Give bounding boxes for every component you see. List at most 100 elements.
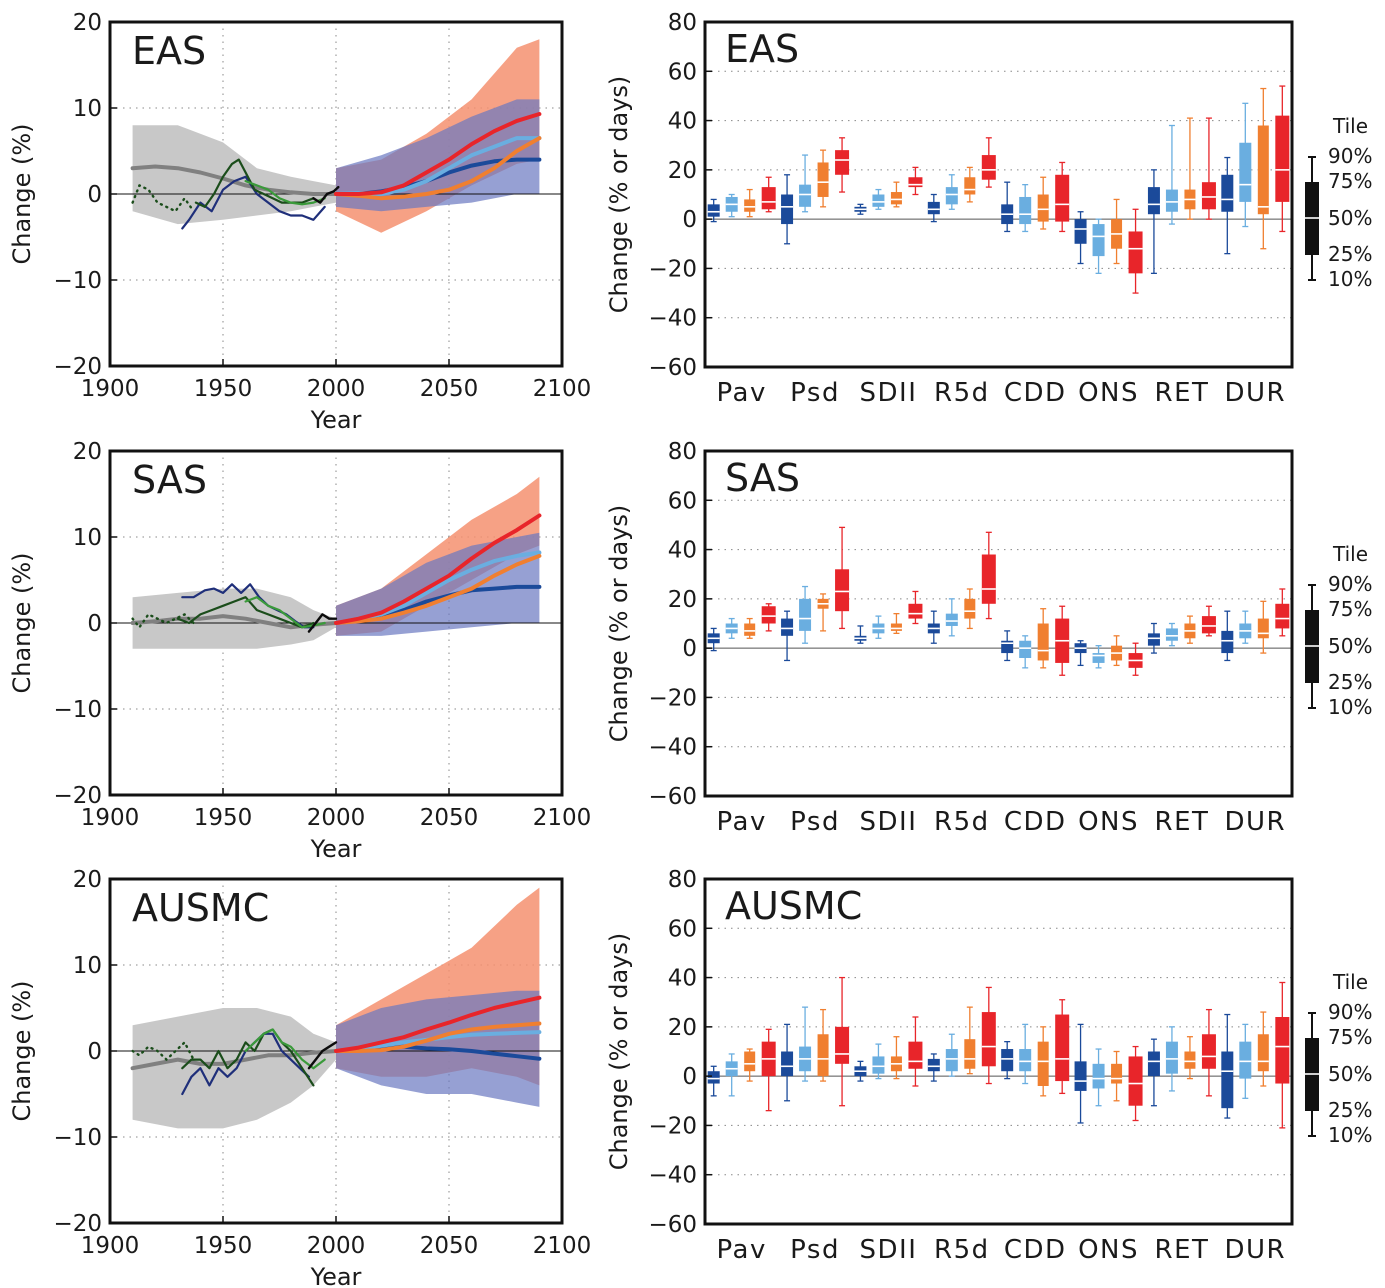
y-tick-label: 80: [668, 439, 697, 465]
rcp60-line: [334, 136, 542, 201]
box-body: [1165, 628, 1178, 641]
y-tick-label: −10: [53, 697, 102, 723]
panel-title: SAS: [725, 456, 800, 500]
legend-label: 75%: [1328, 597, 1372, 621]
box-body: [981, 1012, 996, 1067]
box-ons-rcp26: [1074, 1023, 1087, 1124]
rcp85-line: [334, 112, 542, 196]
box-psd-rcp85: [835, 976, 850, 1107]
box-sdii-rcp45: [872, 615, 885, 639]
box-pav-rcp60: [744, 188, 756, 218]
box-ons-rcp85: [1128, 642, 1143, 676]
box-dur-rcp26: [1221, 610, 1234, 662]
plot-area: [110, 879, 562, 1223]
box-body: [799, 598, 812, 631]
x-tick-label: 2050: [420, 805, 479, 831]
box-pav-rcp26: [707, 198, 720, 223]
box-ret-rcp60: [1184, 1036, 1196, 1080]
plot-frame: [703, 449, 1294, 798]
y-axis-label: Change (% or days): [605, 933, 633, 1171]
panel-title: EAS: [725, 27, 799, 71]
y-axis-label: Change (% or days): [605, 76, 633, 314]
box-cdd-rcp45: [1019, 183, 1032, 233]
box-psd-rcp85: [835, 526, 850, 630]
box-dur-rcp26: [1221, 1013, 1234, 1119]
box-ons-rcp60: [1111, 198, 1123, 265]
box-body: [890, 623, 902, 631]
box-dur-rcp85: [1275, 85, 1290, 233]
box-psd-rcp85: [835, 137, 850, 193]
line-panel-sas: 1900 1950 2000 2050 2100 20 10 0 −10 −20 Year Chang…: [8, 439, 591, 863]
obs-recent-line: [307, 613, 338, 633]
box-cdd-rcp26: [1001, 181, 1014, 233]
x-tick-label: 1900: [81, 1233, 140, 1259]
box-dur-rcp45: [1239, 1023, 1252, 1099]
box-ons-rcp45: [1092, 1048, 1105, 1107]
obs-cru-line: [176, 596, 315, 629]
box-ons-rcp60: [1111, 635, 1123, 667]
rcp60-line: [334, 553, 542, 625]
y-axis-label: Change (% or days): [605, 505, 633, 743]
obs-other-line: [244, 180, 326, 206]
x-tick-label: 1950: [194, 1233, 253, 1259]
category-label: R5d: [934, 807, 990, 837]
box-pav-rcp45: [725, 617, 738, 639]
box-body: [1239, 142, 1252, 202]
box-ret-rcp26: [1147, 1038, 1160, 1107]
box-psd-rcp45: [799, 1006, 812, 1082]
y-tick-label: 0: [87, 1039, 102, 1065]
box-r5d-rcp45: [945, 174, 958, 210]
box-r5d-rcp85: [981, 137, 996, 188]
y-tick-label: 80: [668, 867, 697, 893]
box-ret-rcp45: [1165, 622, 1178, 647]
box-ons-rcp26: [1074, 640, 1087, 667]
box-ret-rcp85: [1201, 1008, 1216, 1097]
box-body: [927, 201, 940, 215]
category-label: R5d: [934, 1235, 990, 1265]
box-dur-rcp45: [1239, 102, 1252, 228]
obs-other-line: [244, 596, 326, 629]
box-ons-rcp60: [1111, 1050, 1123, 1102]
box-cdd-rcp45: [1019, 635, 1032, 669]
y-tick-label: −60: [648, 784, 697, 810]
x-axis-label: Year: [310, 1263, 362, 1288]
box-r5d-rcp85: [981, 531, 996, 620]
box-body: [1221, 174, 1234, 212]
x-tick-label: 2050: [420, 1233, 479, 1259]
box-body: [1257, 125, 1269, 215]
box-body: [1092, 224, 1105, 257]
y-tick-label: 20: [73, 867, 102, 893]
y-tick-label: 60: [668, 916, 697, 942]
historical-range-band: [132, 125, 336, 225]
box-sdii-rcp45: [872, 1043, 885, 1080]
y-tick-label: −20: [648, 1113, 697, 1139]
legend-label: 90%: [1328, 144, 1372, 168]
y-tick-label: −20: [53, 354, 102, 380]
x-tick-label: 2050: [420, 376, 479, 402]
category-label: SDII: [860, 378, 918, 408]
box-pav-rcp85: [761, 1028, 776, 1112]
box-body: [1111, 1063, 1123, 1084]
box-sdii-rcp85: [908, 1016, 923, 1087]
box-body: [761, 606, 776, 624]
y-tick-label: −20: [648, 685, 697, 711]
box-body: [744, 1051, 756, 1072]
box-ret-rcp60: [1184, 615, 1196, 644]
box-ret-rcp85: [1201, 117, 1216, 220]
category-label: DUR: [1225, 378, 1287, 408]
y-axis-label: Change (%): [8, 552, 36, 693]
category-label: SDII: [860, 807, 918, 837]
box-body: [1037, 623, 1049, 661]
box-body: [1019, 1049, 1032, 1072]
box-body: [835, 569, 850, 612]
rcp85-line: [334, 995, 542, 1053]
box-pav-rcp45: [725, 1053, 738, 1097]
y-tick-label: 20: [73, 439, 102, 465]
box-psd-rcp60: [817, 1008, 829, 1082]
box-body: [908, 177, 923, 188]
x-tick-label: 2000: [307, 376, 366, 402]
box-body: [872, 1056, 885, 1074]
box-body: [1201, 182, 1216, 210]
box-body: [744, 623, 756, 636]
